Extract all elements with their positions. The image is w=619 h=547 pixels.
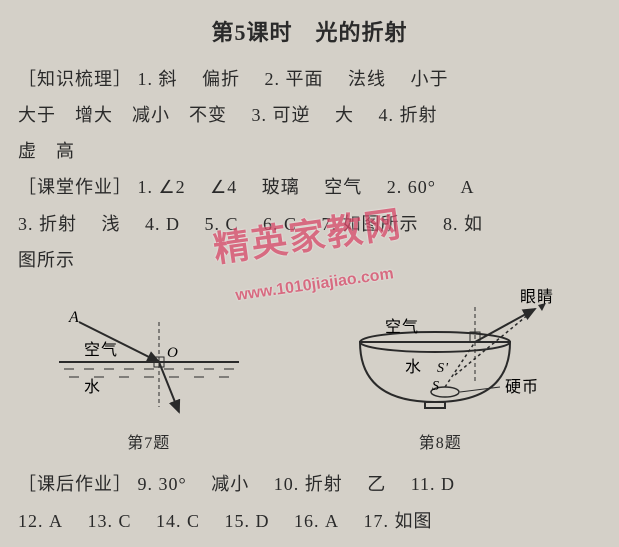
sec1-label: ［知识梳理］ [18,69,132,89]
sec1-line3: 虚 高 [18,134,601,168]
s2c2: 浅 [102,207,121,241]
d1: 折射 [400,98,438,132]
c1: 可逆 [273,98,311,132]
fig8-caption: 第8题 [310,429,570,459]
q1-num: 1. [138,62,154,96]
fig7-O: O [167,345,179,361]
s2b2: A [460,170,474,204]
s3d: A [49,504,63,538]
s2a2: ∠4 [210,170,237,204]
s3q12n: 12. [18,504,44,538]
s3a2: 减小 [211,467,249,501]
s2q8n: 8. [443,207,459,241]
q4-num: 4. [379,98,395,132]
s2f: C [284,207,297,241]
a1: 斜 [159,62,178,96]
s3q9n: 9. [138,467,154,501]
fig7-A: A [68,309,80,326]
s3h: A [325,504,339,538]
fig7-air: 空气 [84,341,118,359]
s2a3: 玻璃 [262,170,300,204]
s3i: 如图 [395,504,433,538]
sec2-line3: 图所示 [18,243,601,277]
s3b2: 乙 [367,467,386,501]
fig8-svg: 眼睛 空气 水 S' S 硬币 [310,287,570,427]
s2b1: 60° [408,170,436,204]
figure-8: 眼睛 空气 水 S' S 硬币 第8题 [310,287,570,459]
b2: 法线 [348,62,386,96]
s3q17n: 17. [364,504,390,538]
s2h: 如 [464,207,483,241]
sec3-label: ［课后作业］ [18,474,132,494]
fig7-svg: A O 空气 水 [49,307,249,427]
s2c1: 折射 [39,207,77,241]
fig8-water: 水 [405,358,422,376]
s3g: D [256,504,270,538]
b3: 小于 [411,62,449,96]
s2q3n: 3. [18,207,34,241]
s3q14n: 14. [156,504,182,538]
s3q13n: 13. [88,504,114,538]
s2e: C [226,207,239,241]
s3q11n: 11. [411,467,436,501]
sec2-label: ［课堂作业］ [18,177,132,197]
q2-num: 2. [265,62,281,96]
sec2-line2: 3. 折射 浅 4. D 5. C 6. C 7. 如图所示 8. 如 [18,207,601,241]
s2g: 如图所示 [343,207,419,241]
fig7-caption: 第7题 [49,429,249,459]
sec3-line1: ［课后作业］ 9. 30° 减小 10. 折射 乙 11. D [18,467,601,501]
s3f: C [187,504,200,538]
s2a1: ∠2 [159,170,186,204]
line2-text: 大于 增大 减小 不变 [18,98,227,132]
c2: 大 [335,98,354,132]
a2: 偏折 [202,62,240,96]
s2q4n: 4. [145,207,161,241]
s2q7n: 7. [322,207,338,241]
fig8-eye: 眼睛 [520,288,554,306]
fig8-sp: S' [437,361,449,376]
s3e: C [119,504,132,538]
fig8-air: 空气 [385,318,419,336]
s3a1: 30° [159,467,187,501]
s3q16n: 16. [294,504,320,538]
s2q6n: 6. [263,207,279,241]
s3b1: 折射 [305,467,343,501]
s2a4: 空气 [324,170,362,204]
fig8-s: S [432,379,440,394]
s3q15n: 15. [225,504,251,538]
s2q2n: 2. [387,170,403,204]
sec2-line1: ［课堂作业］ 1. ∠2 ∠4 玻璃 空气 2. 60° A [18,170,601,204]
s3c: D [441,467,455,501]
fig8-coin: 硬币 [505,378,539,396]
sec3-line2: 12. A 13. C 14. C 15. D 16. A 17. 如图 [18,504,601,538]
sec1-line2: 大于 增大 减小 不变 3. 可逆 大 4. 折射 [18,98,601,132]
q3-num: 3. [252,98,268,132]
s2q5n: 5. [205,207,221,241]
s2d: D [166,207,180,241]
figure-7: A O 空气 水 第7题 [49,307,249,459]
page-title: 第5课时 光的折射 [18,12,601,54]
figures-row: A O 空气 水 第7题 眼睛 空气 水 S' S 硬币 第8题 [18,287,601,459]
s3q10n: 10. [274,467,300,501]
s2q1n: 1. [138,170,154,204]
fig7-water: 水 [84,378,101,396]
sec1-line1: ［知识梳理］ 1. 斜 偏折 2. 平面 法线 小于 [18,62,601,96]
b1: 平面 [286,62,324,96]
